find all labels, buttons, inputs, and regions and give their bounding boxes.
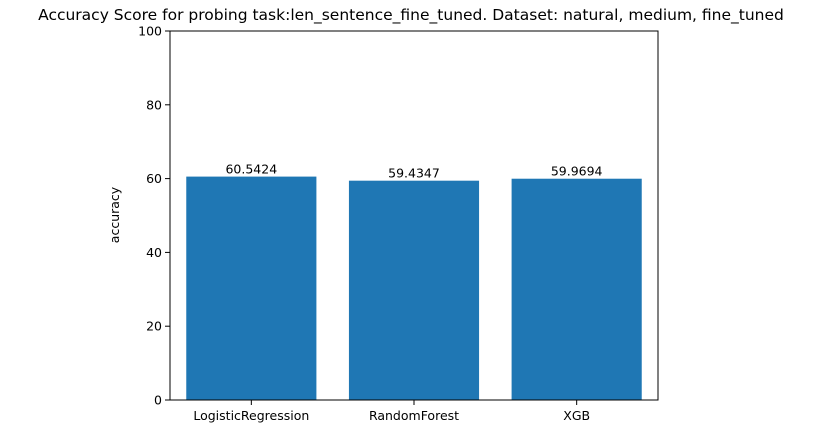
y-tick-label: 20 xyxy=(146,319,162,334)
bar xyxy=(348,180,480,400)
x-axis: LogisticRegression RandomForest XGB xyxy=(193,400,590,423)
y-tick-label: 60 xyxy=(146,171,162,186)
y-tick-label: 40 xyxy=(146,245,162,260)
y-axis: 0 20 40 60 80 100 xyxy=(138,24,170,408)
y-axis-label: accuracy xyxy=(107,186,122,243)
plot-frame xyxy=(169,30,659,401)
y-tick-label: 100 xyxy=(138,24,162,39)
bar-value-label: 59.4347 xyxy=(388,166,440,181)
bars-group: 60.5424 59.4347 59.9694 xyxy=(186,162,642,400)
x-tick-label: RandomForest xyxy=(369,408,459,423)
chart-title: Accuracy Score for probing task:len_sent… xyxy=(38,6,784,25)
bar xyxy=(186,176,317,400)
y-tick-label: 0 xyxy=(154,393,162,408)
x-tick-label: XGB xyxy=(563,408,590,423)
bar-value-label: 60.5424 xyxy=(225,162,277,177)
y-tick-label: 80 xyxy=(146,97,162,112)
bar xyxy=(511,178,642,400)
x-tick-label: LogisticRegression xyxy=(193,408,309,423)
bar-value-label: 59.9694 xyxy=(551,164,603,179)
